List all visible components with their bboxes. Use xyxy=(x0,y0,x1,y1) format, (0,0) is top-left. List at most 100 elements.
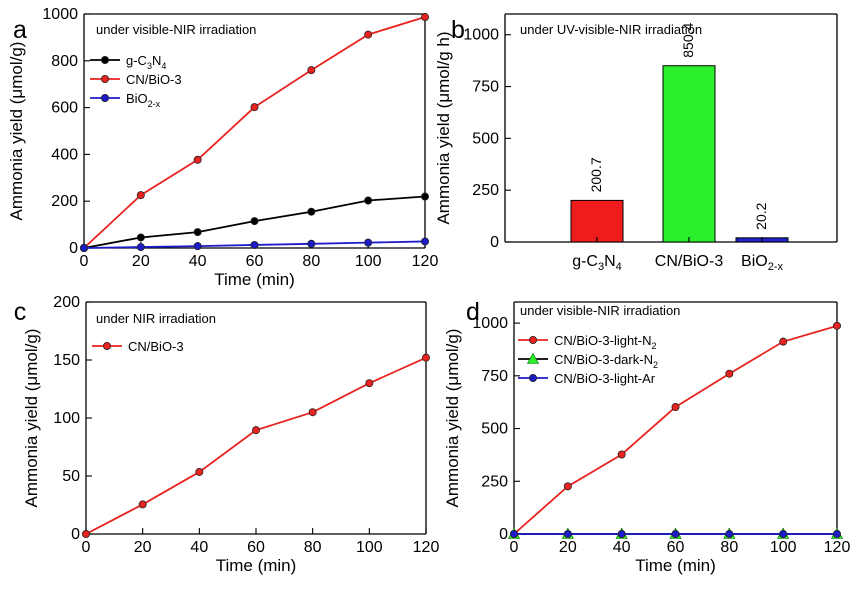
legend-item: CN/BiO-3 xyxy=(92,339,184,354)
legend-label: CN/BiO-3-light-Ar xyxy=(554,371,656,386)
data-point xyxy=(82,530,91,539)
data-point xyxy=(671,530,680,539)
series-CN/BiO-3 xyxy=(82,353,430,539)
x-axis-label: Time (min) xyxy=(635,556,716,575)
x-tick-label: 120 xyxy=(413,539,440,556)
data-point xyxy=(193,228,202,237)
y-axis-label: Ammonia yield (μmol/g) xyxy=(7,42,26,221)
y-tick-label: 1000 xyxy=(472,315,508,332)
legend-label: BiO2-x xyxy=(126,91,161,109)
label-part: CN/BiO-3-light-Ar xyxy=(554,371,656,386)
subscript: 2-x xyxy=(768,261,784,273)
x-tick-label: 60 xyxy=(667,539,685,556)
y-tick-label: 200 xyxy=(51,193,78,210)
x-tick-label: 80 xyxy=(302,253,320,270)
y-tick-label: 0 xyxy=(71,526,80,543)
data-point xyxy=(250,240,259,249)
data-point xyxy=(307,239,316,248)
data-point xyxy=(421,353,430,362)
subscript: 2 xyxy=(652,341,657,351)
data-point xyxy=(250,103,259,112)
data-point xyxy=(250,217,259,226)
data-point xyxy=(364,196,373,205)
panel-letter: b xyxy=(451,16,465,44)
data-point xyxy=(136,243,145,252)
legend-marker xyxy=(526,352,540,364)
subscript: 4 xyxy=(616,261,622,273)
data-point xyxy=(136,233,145,242)
x-tick-label: 100 xyxy=(356,539,383,556)
series-g-C3N4 xyxy=(80,192,429,252)
panel-letter: a xyxy=(13,16,27,44)
y-tick-label: 750 xyxy=(481,368,508,385)
series-CN/BiO-3-light-N2 xyxy=(509,321,842,539)
legend-marker xyxy=(529,373,538,382)
x-category-label: BiO2-x xyxy=(741,253,783,273)
x-tick-label: 40 xyxy=(190,539,208,556)
subscript: 3 xyxy=(147,61,152,71)
panel-letter: d xyxy=(466,298,480,326)
data-point xyxy=(136,191,145,200)
legend-marker xyxy=(103,341,112,350)
data-point xyxy=(80,243,89,252)
data-point xyxy=(251,426,260,435)
y-tick-label: 0 xyxy=(499,526,508,543)
series-line xyxy=(85,356,427,535)
x-tick-label: 40 xyxy=(613,539,631,556)
y-axis-label: Ammonia yield (μmol/g h) xyxy=(434,31,453,224)
data-point xyxy=(617,450,626,459)
panel-a: 0 200 400 600 800 1000 Ammonia yield (μmol/g)a… xyxy=(7,6,438,289)
y-tick-label: 500 xyxy=(472,130,499,147)
data-point xyxy=(563,482,572,491)
series-BiO2-x xyxy=(80,237,429,252)
x-tick-label: 20 xyxy=(132,253,150,270)
y-tick-label: 50 xyxy=(62,468,80,485)
y-tick-label: 600 xyxy=(51,100,78,117)
annotation: under visible-NIR irradiation xyxy=(520,303,680,318)
panel-b: 0 250 500 750 1000 Ammonia yield (μmol/g h)b u… xyxy=(434,13,838,273)
bar xyxy=(662,65,716,243)
data-point xyxy=(193,242,202,251)
x-tick-label: 80 xyxy=(720,539,738,556)
y-tick-label: 1000 xyxy=(42,6,78,23)
x-axis-label: Time (min) xyxy=(214,270,295,289)
y-tick-label: 150 xyxy=(53,352,80,369)
label-part: BiO xyxy=(741,253,768,270)
x-tick-label: 20 xyxy=(559,539,577,556)
legend-item: CN/BiO-3-light-N2 xyxy=(518,333,657,351)
y-tick-label: 800 xyxy=(51,53,78,70)
subscript: 2-x xyxy=(148,99,161,109)
y-tick-label: 0 xyxy=(69,240,78,257)
data-point xyxy=(833,321,842,330)
y-tick-label: 750 xyxy=(472,79,499,96)
data-point xyxy=(725,369,734,378)
x-category-label: CN/BiO-3 xyxy=(655,253,724,270)
label-part: g-C xyxy=(572,253,598,270)
legend-label: g-C3N4 xyxy=(126,53,166,71)
data-point xyxy=(833,530,842,539)
annotation: under NIR irradiation xyxy=(96,311,216,326)
data-point xyxy=(563,530,572,539)
data-point xyxy=(308,408,317,417)
y-tick-label: 400 xyxy=(51,146,78,163)
bar-value-label: 850.4 xyxy=(680,22,696,57)
legend-marker xyxy=(101,75,110,84)
data-point xyxy=(307,207,316,216)
data-point xyxy=(365,379,374,388)
label-part: CN/BiO-3 xyxy=(655,253,724,270)
bar xyxy=(570,199,624,243)
data-point xyxy=(195,467,204,476)
y-tick-label: 200 xyxy=(53,294,80,311)
data-point xyxy=(420,192,429,201)
legend-item: CN/BiO-3-light-Ar xyxy=(518,371,656,386)
data-point xyxy=(420,237,429,246)
y-tick-label: 0 xyxy=(490,234,499,251)
x-tick-label: 80 xyxy=(304,539,322,556)
label-part: CN/BiO-3-dark-N xyxy=(554,352,653,367)
x-tick-label: 100 xyxy=(770,539,797,556)
data-point xyxy=(364,238,373,247)
subscript: 4 xyxy=(161,61,166,71)
y-tick-label: 250 xyxy=(481,473,508,490)
